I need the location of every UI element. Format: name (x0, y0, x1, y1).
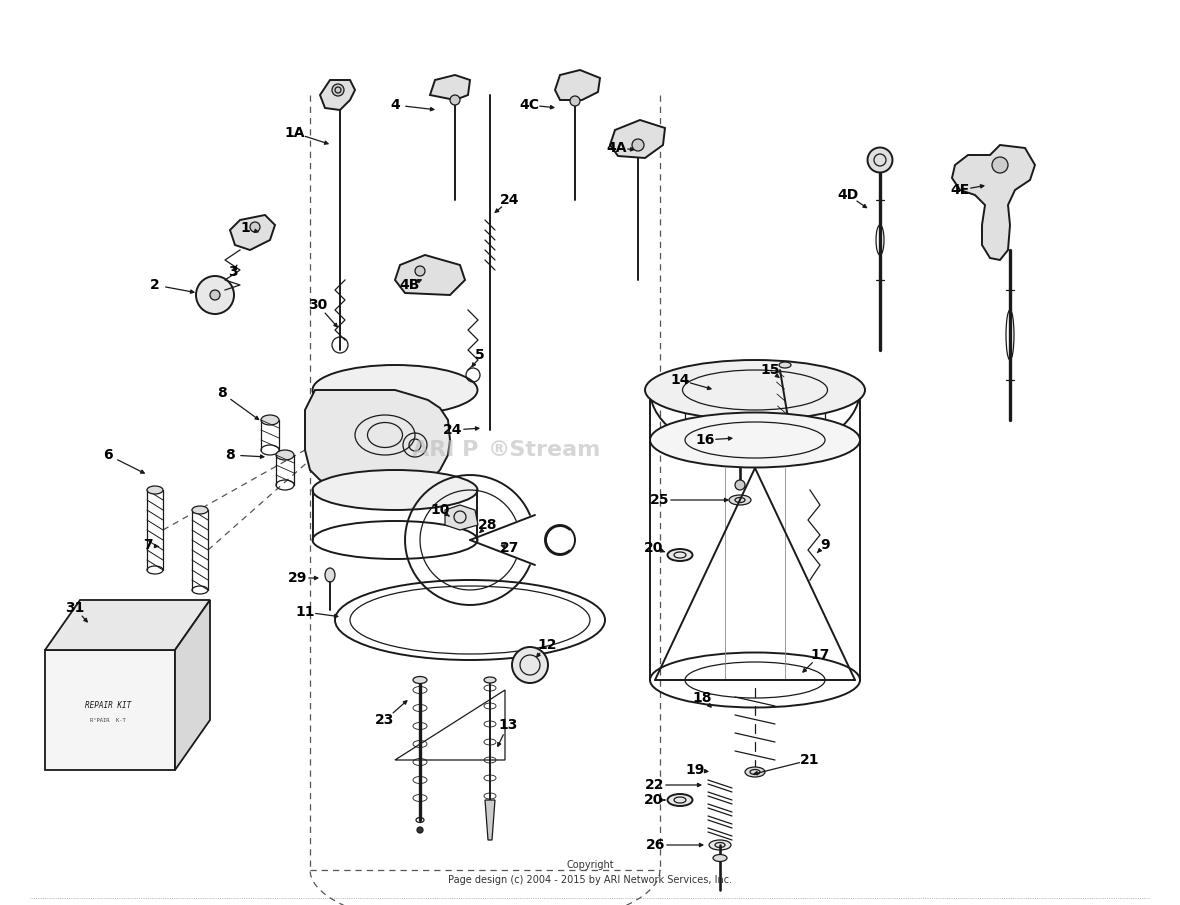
Text: R°PAIR  K·T: R°PAIR K·T (90, 718, 126, 722)
Text: 16: 16 (695, 433, 715, 447)
Text: 5: 5 (476, 348, 485, 362)
Text: 22: 22 (645, 778, 664, 792)
Ellipse shape (313, 365, 478, 415)
Text: 24: 24 (500, 193, 519, 207)
Text: 4A: 4A (607, 141, 628, 155)
Text: 24: 24 (444, 423, 463, 437)
Circle shape (415, 266, 425, 276)
Ellipse shape (645, 360, 865, 420)
Text: 21: 21 (800, 753, 820, 767)
Text: 1A: 1A (284, 126, 306, 140)
Ellipse shape (413, 677, 427, 683)
Polygon shape (320, 80, 355, 110)
Ellipse shape (650, 413, 860, 468)
Ellipse shape (192, 506, 208, 514)
Polygon shape (45, 600, 210, 650)
Text: ARI P: ARI P (412, 440, 478, 460)
Ellipse shape (484, 677, 496, 683)
Ellipse shape (735, 480, 745, 490)
Text: 4C: 4C (519, 98, 539, 112)
Text: 29: 29 (288, 571, 308, 585)
Text: 23: 23 (375, 713, 394, 727)
Text: 9: 9 (820, 538, 830, 552)
Text: 20: 20 (644, 541, 663, 555)
Text: 12: 12 (537, 638, 557, 652)
Polygon shape (485, 800, 494, 840)
Ellipse shape (196, 276, 234, 314)
Circle shape (512, 647, 548, 683)
Text: 7: 7 (143, 538, 153, 552)
Ellipse shape (735, 427, 745, 433)
Text: 11: 11 (295, 605, 315, 619)
Ellipse shape (324, 568, 335, 582)
Text: 30: 30 (308, 298, 328, 312)
Polygon shape (304, 390, 450, 500)
Ellipse shape (261, 415, 278, 425)
Circle shape (332, 84, 345, 96)
Text: 6: 6 (103, 448, 113, 462)
Text: 20: 20 (644, 793, 663, 807)
Polygon shape (45, 650, 175, 770)
Text: Copyright: Copyright (566, 860, 614, 870)
Text: 4E: 4E (950, 183, 970, 197)
Text: 14: 14 (670, 373, 690, 387)
Ellipse shape (867, 148, 892, 173)
Text: 10: 10 (431, 503, 450, 517)
Text: 18: 18 (693, 691, 712, 705)
Ellipse shape (668, 794, 693, 806)
Circle shape (992, 157, 1008, 173)
Polygon shape (555, 70, 599, 100)
Text: 19: 19 (686, 763, 704, 777)
Text: 4D: 4D (838, 188, 859, 202)
Polygon shape (445, 505, 478, 530)
Ellipse shape (276, 450, 294, 460)
Polygon shape (230, 215, 275, 250)
Circle shape (417, 827, 422, 833)
Text: 8: 8 (217, 386, 227, 400)
Text: 27: 27 (500, 541, 519, 555)
Polygon shape (395, 255, 465, 295)
Ellipse shape (148, 486, 163, 494)
Polygon shape (430, 75, 470, 100)
Text: 28: 28 (478, 518, 498, 532)
Text: REPAIR KIT: REPAIR KIT (85, 700, 131, 710)
Circle shape (632, 139, 644, 151)
Polygon shape (952, 145, 1035, 260)
Text: ®Stream: ®Stream (489, 440, 602, 460)
Text: 3: 3 (228, 265, 238, 279)
Ellipse shape (210, 290, 219, 300)
Ellipse shape (313, 470, 478, 510)
Text: 26: 26 (647, 838, 666, 852)
Text: 13: 13 (498, 718, 518, 732)
Circle shape (450, 95, 460, 105)
Ellipse shape (729, 495, 750, 505)
Text: 25: 25 (650, 493, 670, 507)
Text: 15: 15 (760, 363, 780, 377)
Circle shape (570, 96, 581, 106)
Ellipse shape (713, 854, 727, 862)
Circle shape (250, 222, 260, 232)
Text: 1: 1 (240, 221, 250, 235)
Ellipse shape (668, 549, 693, 561)
Polygon shape (175, 600, 210, 770)
Text: 2: 2 (150, 278, 159, 292)
Ellipse shape (709, 840, 730, 850)
Text: 31: 31 (65, 601, 85, 615)
Text: 8: 8 (225, 448, 235, 462)
Polygon shape (610, 120, 666, 158)
Text: 4: 4 (391, 98, 400, 112)
Ellipse shape (745, 767, 765, 777)
Text: 17: 17 (811, 648, 830, 662)
Text: 4B: 4B (400, 278, 420, 292)
Text: Page design (c) 2004 - 2015 by ARI Network Services, Inc.: Page design (c) 2004 - 2015 by ARI Netwo… (448, 875, 732, 885)
Ellipse shape (779, 362, 791, 368)
